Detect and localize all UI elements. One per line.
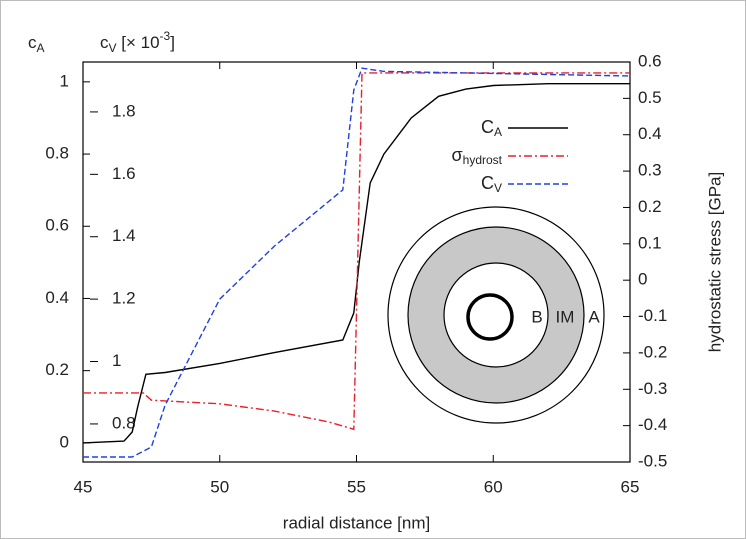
series-line: [83, 72, 630, 431]
legend-part: V: [494, 181, 502, 195]
label-part: A: [37, 41, 45, 55]
legend-label: CA: [481, 117, 502, 139]
legend-part: A: [494, 125, 502, 139]
y2-tick-label: 0.5: [638, 88, 662, 107]
y2-tick-label: -0.5: [638, 451, 667, 470]
label-part: [× 10: [117, 33, 160, 52]
y2-tick-label: -0.3: [638, 379, 667, 398]
x-tick-label: 60: [484, 477, 503, 496]
label-part: ]: [170, 33, 175, 52]
x-tick-label: 45: [74, 477, 93, 496]
legend-part: C: [481, 117, 494, 137]
y2-tick-label: -0.4: [638, 415, 667, 434]
y3-tick-label: 1.4: [112, 226, 136, 245]
y-tick-label: 0.4: [45, 288, 69, 307]
diagram-label: B: [531, 307, 542, 326]
axis-label: cA: [28, 33, 45, 55]
label-part: c: [28, 33, 37, 52]
y-tick-label: 0: [60, 432, 69, 451]
legend-part: σ: [452, 145, 463, 165]
x-tick-label: 65: [621, 477, 640, 496]
legend-part: C: [481, 173, 494, 193]
y2-tick-label: -0.1: [638, 306, 667, 325]
y-tick-label: 0.8: [45, 144, 69, 163]
x-tick-label: 50: [210, 477, 229, 496]
y-tick-label: 1: [60, 71, 69, 90]
y2-tick-label: 0.4: [638, 124, 662, 143]
label-part: V: [109, 41, 117, 55]
y2-tick-label: 0: [638, 270, 647, 289]
y2-tick-label: 0.2: [638, 197, 662, 216]
y-tick-label: 0.2: [45, 360, 69, 379]
legend-label: σhydrost: [452, 145, 503, 167]
inset-diagram: [387, 206, 605, 424]
y3-tick-label: 1: [112, 351, 121, 370]
legend-part: hydrost: [463, 153, 503, 167]
y-tick-label: 0.6: [45, 216, 69, 235]
y3-tick-label: 0.8: [112, 413, 136, 432]
axis-label: cV [× 10-3]: [100, 29, 175, 55]
y2-tick-label: 0.6: [638, 51, 662, 70]
diagram-label: A: [588, 307, 600, 326]
diagram-label: IM: [556, 307, 575, 326]
y3-tick-label: 1.8: [112, 101, 136, 120]
label-part: c: [100, 33, 109, 52]
y2-tick-label: -0.2: [638, 342, 667, 361]
x-axis-label: radial distance [nm]: [283, 513, 430, 532]
y3-tick-label: 1.6: [112, 164, 136, 183]
series-line: [83, 67, 631, 458]
legend-label: CV: [481, 173, 502, 195]
y2-tick-label: 0.3: [638, 161, 662, 180]
y2-axis-label: hydrostatic stress [GPa]: [705, 172, 724, 352]
series-line: [82, 83, 630, 444]
y2-tick-label: 0.1: [638, 233, 662, 252]
label-part: -3: [160, 29, 171, 43]
x-tick-label: 55: [347, 477, 366, 496]
y3-tick-label: 1.2: [112, 289, 136, 308]
